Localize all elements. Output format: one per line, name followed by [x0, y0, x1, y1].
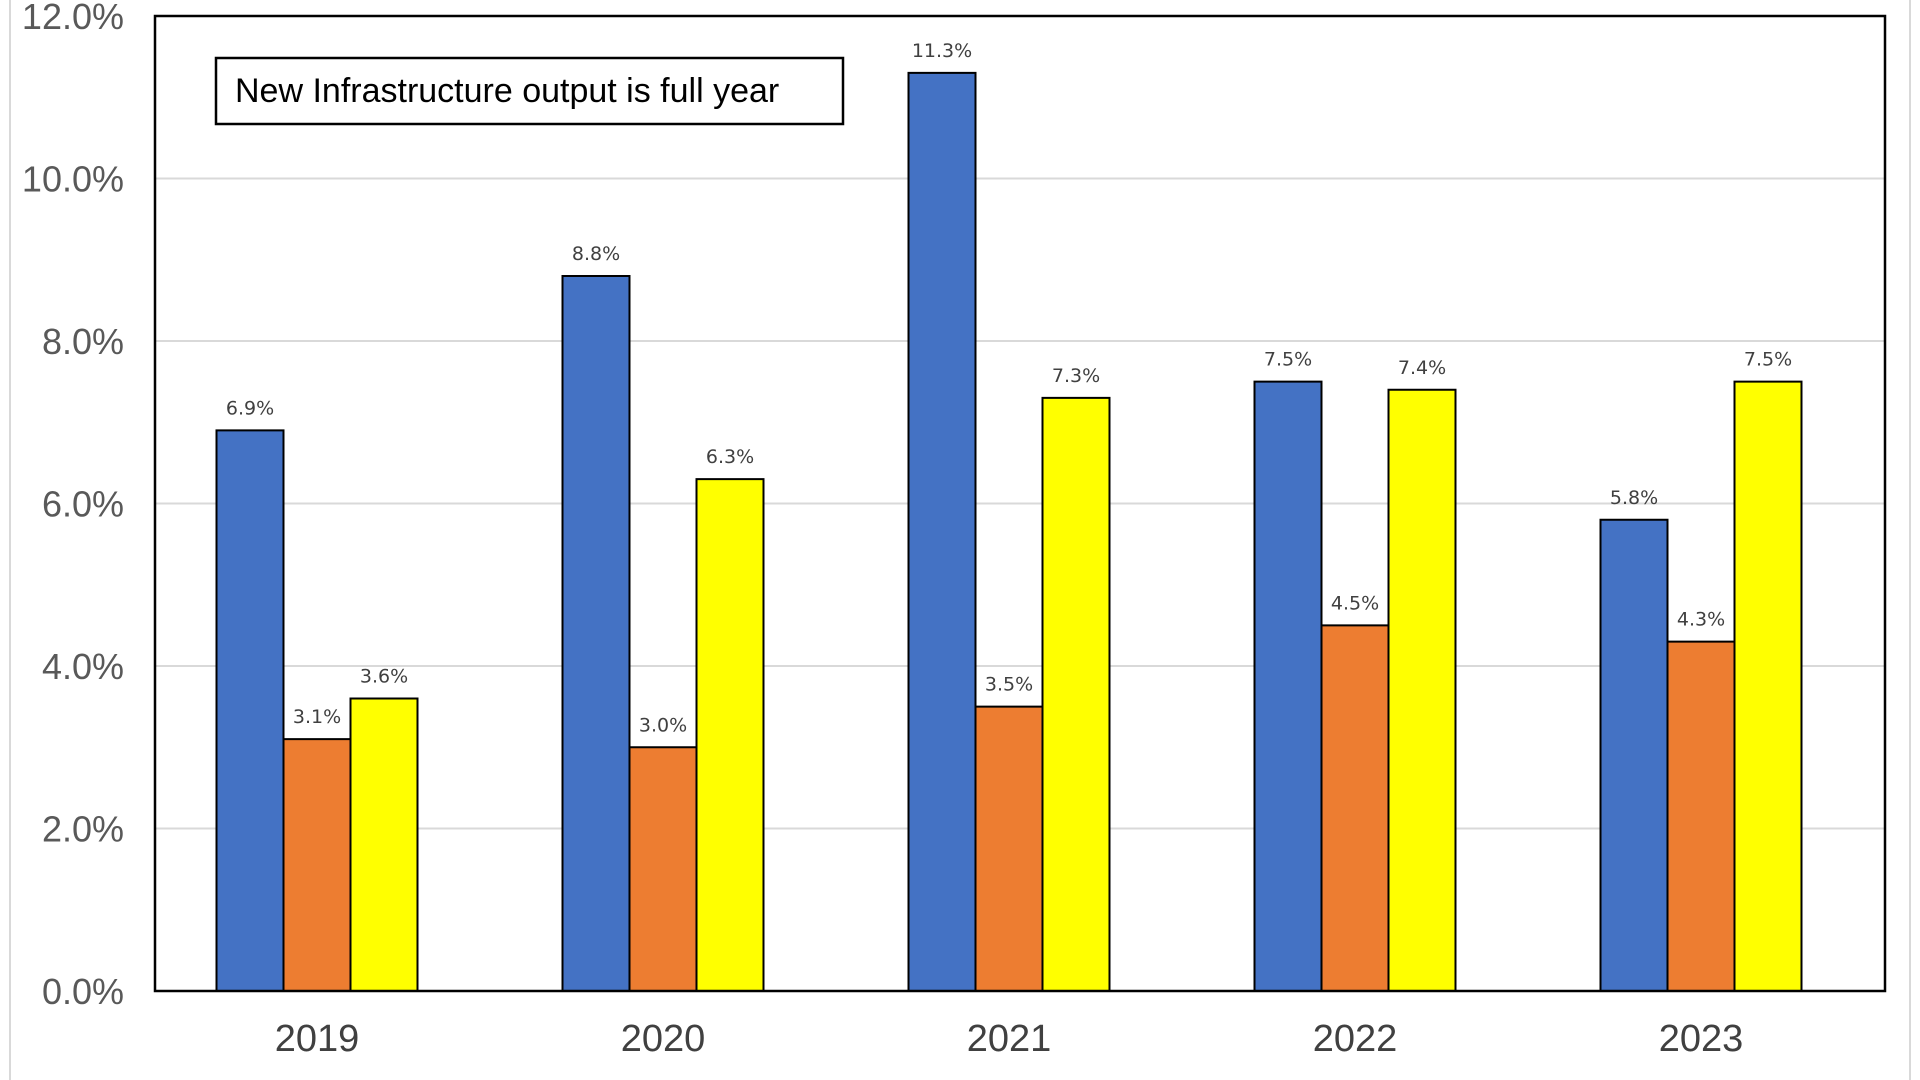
- data-label: 6.9%: [226, 397, 274, 419]
- data-label: 7.3%: [1052, 365, 1100, 387]
- x-tick-label: 2021: [967, 1018, 1052, 1060]
- annotation-box: New Infrastructure output is full year: [214, 56, 845, 126]
- bar: [974, 705, 1044, 992]
- data-label: 7.5%: [1744, 349, 1792, 371]
- bar: [907, 71, 977, 992]
- bar: [215, 429, 285, 992]
- data-label: 4.3%: [1677, 609, 1725, 631]
- x-tick-label: 2022: [1313, 1018, 1398, 1060]
- data-labels: 6.9% 3.1% 3.6% 8.8% 3.0% 6.3% 11.3% 3.5% 7.3% 7.5…: [226, 40, 1792, 736]
- data-label: 8.8%: [572, 243, 620, 265]
- data-label: 3.5%: [985, 674, 1033, 696]
- data-label: 3.1%: [293, 706, 341, 728]
- bar: [695, 478, 765, 992]
- bar: [349, 697, 419, 992]
- y-tick-label: 6.0%: [42, 484, 124, 525]
- y-tick-label: 10.0%: [22, 159, 124, 200]
- bar: [1599, 518, 1669, 992]
- annotation-text: New Infrastructure output is full year: [235, 72, 779, 110]
- x-tick-label: 2020: [621, 1018, 706, 1060]
- y-tick-label: 2.0%: [42, 809, 124, 850]
- bars: [215, 71, 1803, 992]
- bar: [1320, 624, 1390, 992]
- x-tick-label: 2023: [1659, 1018, 1744, 1060]
- data-label: 7.5%: [1264, 349, 1312, 371]
- data-label: 7.4%: [1398, 357, 1446, 379]
- data-label: 3.6%: [360, 666, 408, 688]
- y-tick-label: 4.0%: [42, 646, 124, 687]
- data-label: 6.3%: [706, 446, 754, 468]
- x-axis-ticks: 2019 2020 2021 2022 2023: [275, 1018, 1744, 1060]
- data-label: 11.3%: [912, 40, 972, 62]
- y-tick-label: 8.0%: [42, 321, 124, 362]
- data-label: 5.8%: [1610, 487, 1658, 509]
- bar: [1253, 380, 1323, 992]
- bar: [561, 275, 631, 992]
- y-tick-label: 12.0%: [22, 0, 124, 37]
- y-tick-label: 0.0%: [42, 971, 124, 1012]
- x-tick-label: 2019: [275, 1018, 360, 1060]
- bar: [1041, 396, 1111, 992]
- bar: [628, 746, 698, 992]
- data-label: 4.5%: [1331, 592, 1379, 614]
- outer-frame: [9, 0, 1911, 1080]
- y-axis-ticks: 0.0% 2.0% 4.0% 6.0% 8.0% 10.0% 12.0%: [22, 0, 124, 1012]
- bar: [1733, 380, 1803, 992]
- bar: [282, 738, 352, 992]
- plot-area-border: [153, 14, 1887, 993]
- bar: [1387, 388, 1457, 992]
- bar: [1666, 640, 1736, 992]
- data-label: 3.0%: [639, 714, 687, 736]
